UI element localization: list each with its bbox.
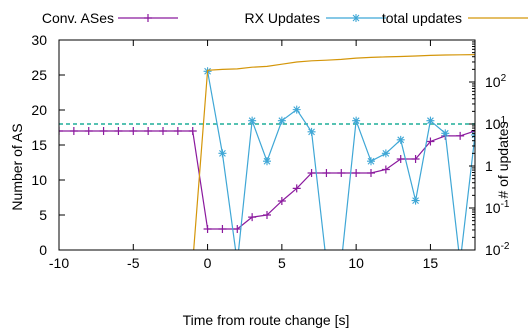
- data-point: [337, 259, 345, 267]
- data-point: [307, 169, 316, 177]
- data-point: [381, 149, 390, 158]
- data-point: [263, 157, 271, 166]
- data-point: [292, 105, 301, 114]
- x-tick-label: 0: [204, 255, 212, 271]
- y-tick-label: 20: [31, 102, 47, 118]
- data-point: [381, 165, 390, 174]
- y2-tick-label: 1: [485, 158, 493, 174]
- data-point: [322, 259, 330, 267]
- y-tick-label: 10: [31, 172, 47, 188]
- data-point: [188, 127, 197, 135]
- y2-tick-label: 102: [485, 73, 507, 90]
- data-point: [173, 127, 182, 135]
- y2-tick-exponent: -1: [501, 199, 510, 210]
- data-point: [411, 196, 420, 205]
- data-point: [129, 127, 138, 135]
- data-point: [277, 197, 286, 205]
- x-tick-label: -10: [49, 255, 69, 271]
- data-point: [337, 169, 346, 177]
- data-point: [352, 116, 361, 125]
- y2-tick-exponent: -2: [501, 241, 510, 252]
- series-line-2: [193, 54, 475, 250]
- data-point: [456, 259, 464, 267]
- series-group: [59, 54, 475, 267]
- y-tick-label: 25: [31, 67, 47, 83]
- data-point: [411, 155, 420, 163]
- data-point: [203, 225, 212, 233]
- x-tick-label: 10: [348, 255, 364, 271]
- data-point: [277, 116, 286, 125]
- y-tick-label: 15: [31, 137, 47, 153]
- data-point: [396, 135, 405, 144]
- data-point: [263, 211, 271, 219]
- data-point: [218, 149, 227, 158]
- data-point: [456, 131, 465, 140]
- data-point: [426, 137, 435, 146]
- y2-tick-exponent: 2: [501, 73, 507, 84]
- data-point: [307, 127, 316, 136]
- legend-label: Conv. ASes: [42, 10, 114, 26]
- data-point: [441, 129, 450, 138]
- data-point: [159, 127, 167, 135]
- data-point: [248, 213, 257, 222]
- data-point: [233, 225, 242, 233]
- data-point: [233, 259, 241, 267]
- x-tick-label: 5: [278, 255, 286, 271]
- data-point: [396, 155, 405, 163]
- legend-label: RX Updates: [245, 10, 320, 26]
- y-tick-label: 5: [39, 207, 47, 223]
- y-tick-label: 0: [39, 242, 47, 258]
- y-tick-label: 30: [31, 32, 47, 48]
- data-point: [367, 169, 375, 177]
- data-point: [322, 169, 331, 177]
- data-point: [99, 127, 108, 135]
- x-axis-label: Time from route change [s]: [183, 312, 350, 328]
- series-line-1: [207, 71, 475, 250]
- data-point: [367, 157, 375, 166]
- data-point: [84, 127, 93, 135]
- x-tick-label: 15: [423, 255, 439, 271]
- data-point: [144, 127, 153, 135]
- data-point: [114, 127, 123, 135]
- data-point: [59, 127, 63, 135]
- data-point: [292, 184, 301, 193]
- data-point: [69, 127, 78, 135]
- y2-tick-exponent: 1: [501, 115, 507, 126]
- x-tick-label: -5: [127, 255, 140, 271]
- y2-tick-label: 10-1: [485, 199, 510, 216]
- legend-marker: [352, 14, 360, 22]
- legend-label: total updates: [382, 10, 462, 26]
- y-axis-label: Number of AS: [9, 123, 25, 210]
- data-point: [352, 169, 361, 177]
- legend: Conv. ASes RX Updates total updates: [42, 10, 528, 26]
- y2-tick-label: 10-2: [485, 241, 510, 258]
- data-point: [426, 116, 435, 125]
- legend-marker: [144, 14, 152, 22]
- data-point: [218, 225, 227, 233]
- y2-axis-label: # of updates: [495, 121, 511, 198]
- data-point: [248, 116, 257, 125]
